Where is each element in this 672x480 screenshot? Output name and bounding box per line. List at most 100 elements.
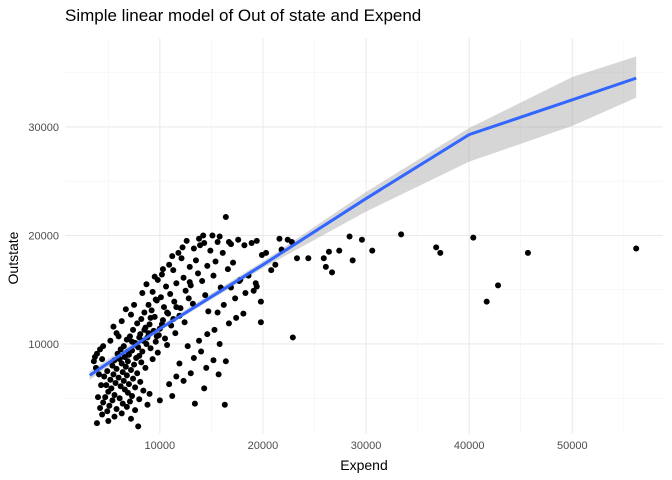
data-point (166, 381, 173, 388)
data-point (106, 402, 113, 409)
data-point (148, 307, 155, 314)
data-point (235, 236, 242, 243)
data-point (204, 262, 211, 269)
data-point (253, 283, 260, 290)
data-point (250, 287, 257, 294)
data-point (123, 403, 130, 410)
data-point (94, 394, 101, 401)
y-tick-label: 30000 (28, 122, 59, 134)
data-point (104, 368, 111, 375)
data-point (181, 319, 188, 326)
data-point (164, 342, 171, 349)
y-tick-label: 20000 (28, 230, 59, 242)
data-point (127, 415, 134, 422)
data-point (120, 377, 127, 384)
data-point (172, 330, 179, 337)
data-point (196, 235, 203, 242)
data-point (232, 295, 239, 302)
data-point (185, 295, 192, 302)
data-point (134, 370, 141, 377)
data-point (186, 263, 193, 270)
data-point (204, 331, 211, 338)
data-point (139, 289, 146, 296)
data-point (183, 237, 190, 244)
data-point (124, 358, 131, 365)
data-point (118, 410, 125, 417)
confidence-band-layer (89, 56, 637, 380)
data-point (123, 336, 130, 343)
data-point (119, 369, 126, 376)
data-point (151, 273, 158, 280)
data-point (132, 407, 139, 414)
data-point (131, 301, 138, 308)
data-point (126, 398, 133, 405)
grid (65, 38, 663, 434)
data-point (137, 378, 144, 385)
x-tick-label: 20000 (248, 440, 279, 452)
data-point (97, 404, 104, 411)
data-point (192, 257, 199, 264)
data-point (369, 247, 376, 254)
data-point (146, 321, 153, 328)
data-point (160, 304, 167, 311)
data-point (225, 320, 232, 327)
x-tick-label: 30000 (351, 440, 382, 452)
data-point (180, 274, 187, 281)
data-point (109, 397, 116, 404)
data-point (158, 271, 165, 278)
data-point (203, 364, 210, 371)
data-point (199, 278, 206, 285)
data-point (200, 232, 207, 239)
x-tick-label: 50000 (557, 440, 588, 452)
data-point (113, 406, 120, 413)
data-point (129, 393, 136, 400)
data-point (242, 289, 249, 296)
data-point (119, 400, 126, 407)
data-point (349, 257, 356, 264)
data-point (322, 263, 329, 270)
data-point (320, 255, 327, 262)
data-point (133, 355, 140, 362)
data-point (132, 384, 139, 391)
data-point (140, 387, 147, 394)
data-point (141, 309, 148, 316)
x-axis-ticks: 10000 20000 30000 40000 50000 (145, 440, 588, 452)
data-point (195, 270, 202, 277)
data-point (336, 247, 343, 254)
data-point (144, 401, 151, 408)
data-point (329, 269, 336, 276)
data-point (182, 287, 189, 294)
data-point (169, 393, 176, 400)
data-point (117, 346, 124, 353)
regression-line-layer (88, 76, 637, 377)
data-point (173, 373, 180, 380)
data-point (105, 417, 112, 424)
data-point (180, 377, 187, 384)
data-point (131, 361, 138, 368)
x-axis-title: Expend (340, 457, 387, 473)
data-point (134, 320, 141, 327)
data-point (138, 359, 145, 366)
data-point (100, 343, 107, 350)
data-point (220, 301, 227, 308)
data-point (214, 309, 221, 316)
data-point (99, 356, 106, 363)
data-point (110, 323, 117, 330)
data-point (157, 294, 164, 301)
data-point (116, 395, 123, 402)
data-point (143, 281, 150, 288)
data-point (205, 308, 212, 315)
data-point (153, 333, 160, 340)
data-point (222, 214, 229, 221)
data-point (93, 420, 100, 427)
data-point (398, 231, 405, 238)
data-point (210, 272, 217, 279)
data-points (90, 214, 640, 430)
data-point (139, 348, 146, 355)
data-point (152, 338, 159, 345)
data-point (121, 353, 128, 360)
data-point (98, 382, 105, 389)
data-point (258, 251, 265, 258)
data-point (129, 338, 136, 345)
